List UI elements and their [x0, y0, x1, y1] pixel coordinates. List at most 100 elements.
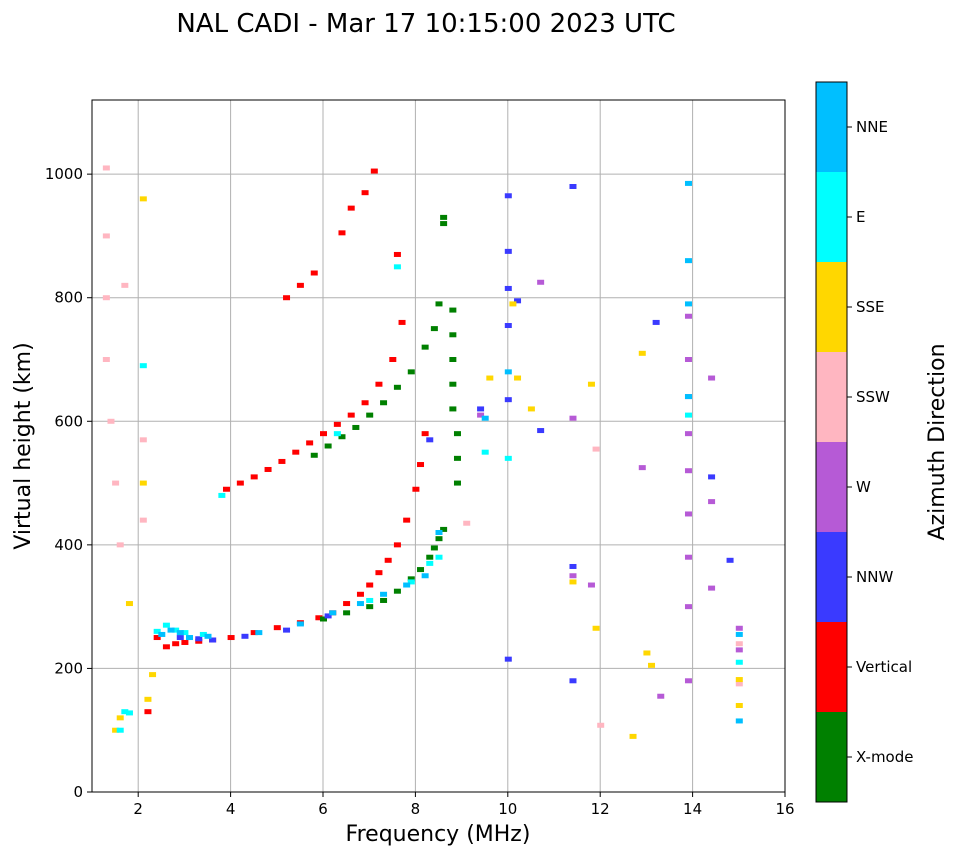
point-ssw [102, 357, 110, 362]
plot-frame [91, 99, 786, 793]
y-axis-label: Virtual height (km) [11, 342, 36, 549]
point-nne [380, 591, 388, 597]
point-nnw [504, 323, 512, 329]
point-x-mode [393, 588, 401, 594]
point-sse [139, 480, 147, 486]
point-nne [684, 301, 692, 307]
colorbar-swatch-sse [816, 262, 847, 352]
point-e [684, 412, 692, 418]
point-nnw [569, 678, 577, 684]
point-vertical [144, 709, 152, 715]
point-x-mode [449, 406, 457, 412]
x-tick-label: 4 [226, 800, 236, 818]
x-tick-label: 14 [683, 800, 702, 818]
point-nne [329, 610, 337, 616]
point-nnw [176, 635, 184, 641]
point-nnw [537, 428, 545, 434]
point-x-mode [440, 526, 448, 532]
point-e [407, 579, 415, 585]
point-vertical [343, 601, 351, 607]
point-ssw [463, 520, 471, 526]
point-x-mode [380, 597, 388, 603]
point-nne [204, 633, 212, 639]
point-nnw [504, 248, 512, 254]
point-sse [592, 625, 600, 631]
point-vertical [250, 474, 258, 480]
point-sse [629, 733, 637, 739]
point-w [587, 582, 595, 588]
point-w [684, 431, 692, 437]
x-tick-label: 12 [591, 800, 610, 818]
point-x-mode [440, 221, 448, 227]
point-nne [255, 630, 263, 636]
point-vertical [370, 168, 378, 174]
point-sse [735, 703, 743, 708]
colorbar-swatch-w [816, 442, 847, 532]
colorbar-tick-label: W [856, 478, 871, 496]
point-w [708, 585, 716, 591]
point-x-mode [366, 412, 374, 418]
point-x-mode [310, 452, 318, 458]
colorbar-tick-label: E [856, 208, 865, 226]
point-w [684, 604, 692, 610]
point-e [333, 431, 341, 437]
point-nne [296, 621, 304, 627]
point-w [735, 625, 743, 631]
point-ssw [139, 437, 147, 443]
point-sse [125, 601, 133, 607]
point-vertical [361, 400, 369, 406]
point-x-mode [426, 554, 434, 560]
point-nnw [504, 285, 512, 291]
point-vertical [347, 205, 355, 211]
point-nnw [569, 563, 577, 569]
point-x-mode [324, 443, 332, 449]
point-vertical [389, 357, 397, 362]
point-nne [167, 627, 175, 633]
point-x-mode [440, 214, 448, 220]
point-e [426, 560, 434, 566]
point-e [481, 449, 489, 455]
point-vertical [347, 412, 355, 418]
point-nne [176, 630, 184, 636]
point-x-mode [449, 307, 457, 313]
point-sse [638, 350, 646, 356]
x-tick-label: 10 [498, 800, 517, 818]
point-x-mode [320, 616, 327, 622]
point-ssw [735, 641, 743, 647]
point-w [684, 678, 692, 684]
point-nne [403, 582, 411, 588]
point-x-mode [343, 610, 351, 616]
point-nnw [504, 397, 512, 403]
point-e [504, 455, 512, 461]
point-ssw [102, 295, 110, 301]
point-vertical [333, 421, 341, 427]
y-tick-label: 800 [54, 289, 83, 307]
point-vertical [153, 635, 161, 641]
colorbar: X-mode Vertical NNW W SSW SSE E NNE [815, 81, 913, 803]
point-x-mode [407, 576, 415, 582]
point-e [435, 554, 443, 560]
point-w [569, 573, 577, 579]
point-nne [158, 631, 166, 637]
point-nnw [426, 437, 434, 443]
point-x-mode [417, 567, 425, 573]
point-ssw [107, 418, 115, 424]
colorbar-tick-label: Vertical [856, 658, 912, 676]
point-w [684, 468, 692, 474]
point-w [638, 465, 646, 471]
point-vertical [412, 486, 420, 492]
point-vertical [273, 625, 281, 631]
point-e [181, 630, 189, 636]
point-x-mode [380, 400, 388, 406]
point-vertical [393, 251, 401, 257]
point-sse [112, 727, 120, 733]
point-vertical [250, 630, 258, 636]
point-ssw [597, 722, 605, 728]
point-e [393, 264, 401, 270]
point-nnw [241, 633, 249, 639]
point-nne [735, 631, 743, 637]
y-tick-label: 600 [54, 412, 83, 430]
colorbar-label: Azimuth Direction [925, 343, 950, 540]
point-vertical [162, 644, 170, 650]
point-vertical [393, 542, 401, 548]
